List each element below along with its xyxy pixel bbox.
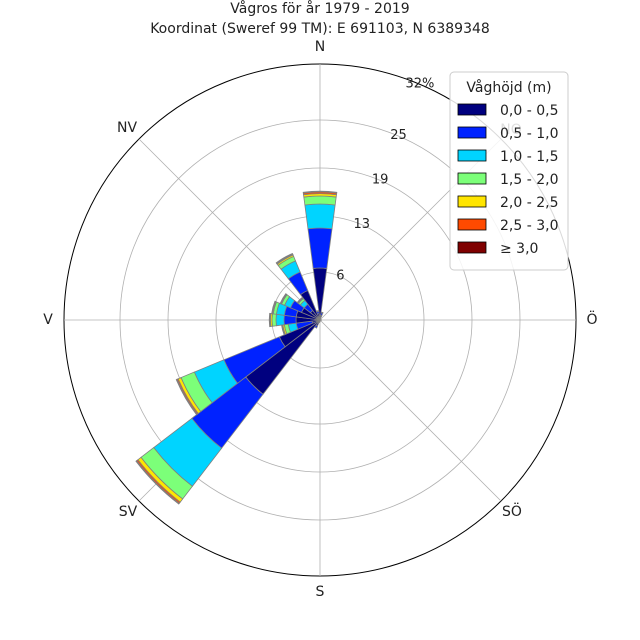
legend-label-5: 2,0 - 2,5 xyxy=(500,195,558,211)
grid-spoke-315 xyxy=(138,138,321,321)
legend: Våghöjd (m) 0,0 - 0,5 0,5 - 1,0 1,0 - 1,5 1… xyxy=(449,71,569,271)
legend-swatch-6 xyxy=(457,218,487,231)
legend-swatch-2 xyxy=(457,126,487,139)
legend-label-3: 1,0 - 1,5 xyxy=(500,149,558,165)
bar-dir270-bin2 xyxy=(275,313,285,327)
radial-labels: 6 13 19 25 32% xyxy=(336,76,434,283)
dir-label-n: N xyxy=(315,39,325,55)
dir-label-nv: NV xyxy=(117,120,137,136)
legend-swatch-1 xyxy=(457,103,487,116)
rose-bars xyxy=(135,190,338,505)
bar-dir300-bin6 xyxy=(279,293,287,305)
bar-dir0-bin3 xyxy=(303,195,337,206)
bar-dir345-bin2 xyxy=(315,310,320,313)
legend-label-2: 0,5 - 1,0 xyxy=(500,126,558,142)
legend-swatch-4 xyxy=(457,172,487,185)
grid-spoke-135 xyxy=(319,319,502,502)
legend-swatch-5 xyxy=(457,195,487,208)
radial-label-2: 13 xyxy=(354,217,371,232)
bar-dir0-bin2 xyxy=(304,203,336,230)
chart-title-line2: Koordinat (Sweref 99 TM): E 691103, N 63… xyxy=(150,21,490,37)
bar-dir270-bin6 xyxy=(268,312,271,328)
radial-label-1: 6 xyxy=(336,269,344,284)
bar-dir240-bin6 xyxy=(175,378,198,416)
dir-label-v: V xyxy=(43,312,53,328)
legend-label-7: ≥ 3,0 xyxy=(500,241,538,257)
dir-label-s: S xyxy=(316,584,325,600)
radial-label-3: 19 xyxy=(372,173,389,188)
bar-dir0-bin6 xyxy=(302,190,338,194)
bar-dir330-bin6 xyxy=(275,252,294,265)
legend-label-4: 1,5 - 2,0 xyxy=(500,172,558,188)
bar-dir270-bin3 xyxy=(271,313,277,327)
dir-label-so: SÖ xyxy=(502,502,522,520)
legend-label-1: 0,0 - 0,5 xyxy=(500,103,558,119)
bar-dir285-bin6 xyxy=(271,300,276,315)
legend-items: 0,0 - 0,5 0,5 - 1,0 1,0 - 1,5 1,5 - 2,0 2,0 … xyxy=(457,103,558,257)
bar-dir225-bin6 xyxy=(135,460,180,505)
dir-label-sv: SV xyxy=(119,504,138,520)
dir-label-o: Ö xyxy=(586,310,597,328)
legend-swatch-3 xyxy=(457,149,487,162)
radial-label-4: 25 xyxy=(390,128,407,143)
legend-swatch-7 xyxy=(457,241,487,254)
chart-title-line1: Vågros för år 1979 - 2019 xyxy=(230,0,409,17)
legend-label-6: 2,5 - 3,0 xyxy=(500,218,558,234)
radial-label-5: 32% xyxy=(406,76,435,91)
bar-dir15-bin2 xyxy=(320,311,324,314)
legend-title: Våghöjd (m) xyxy=(466,79,551,96)
